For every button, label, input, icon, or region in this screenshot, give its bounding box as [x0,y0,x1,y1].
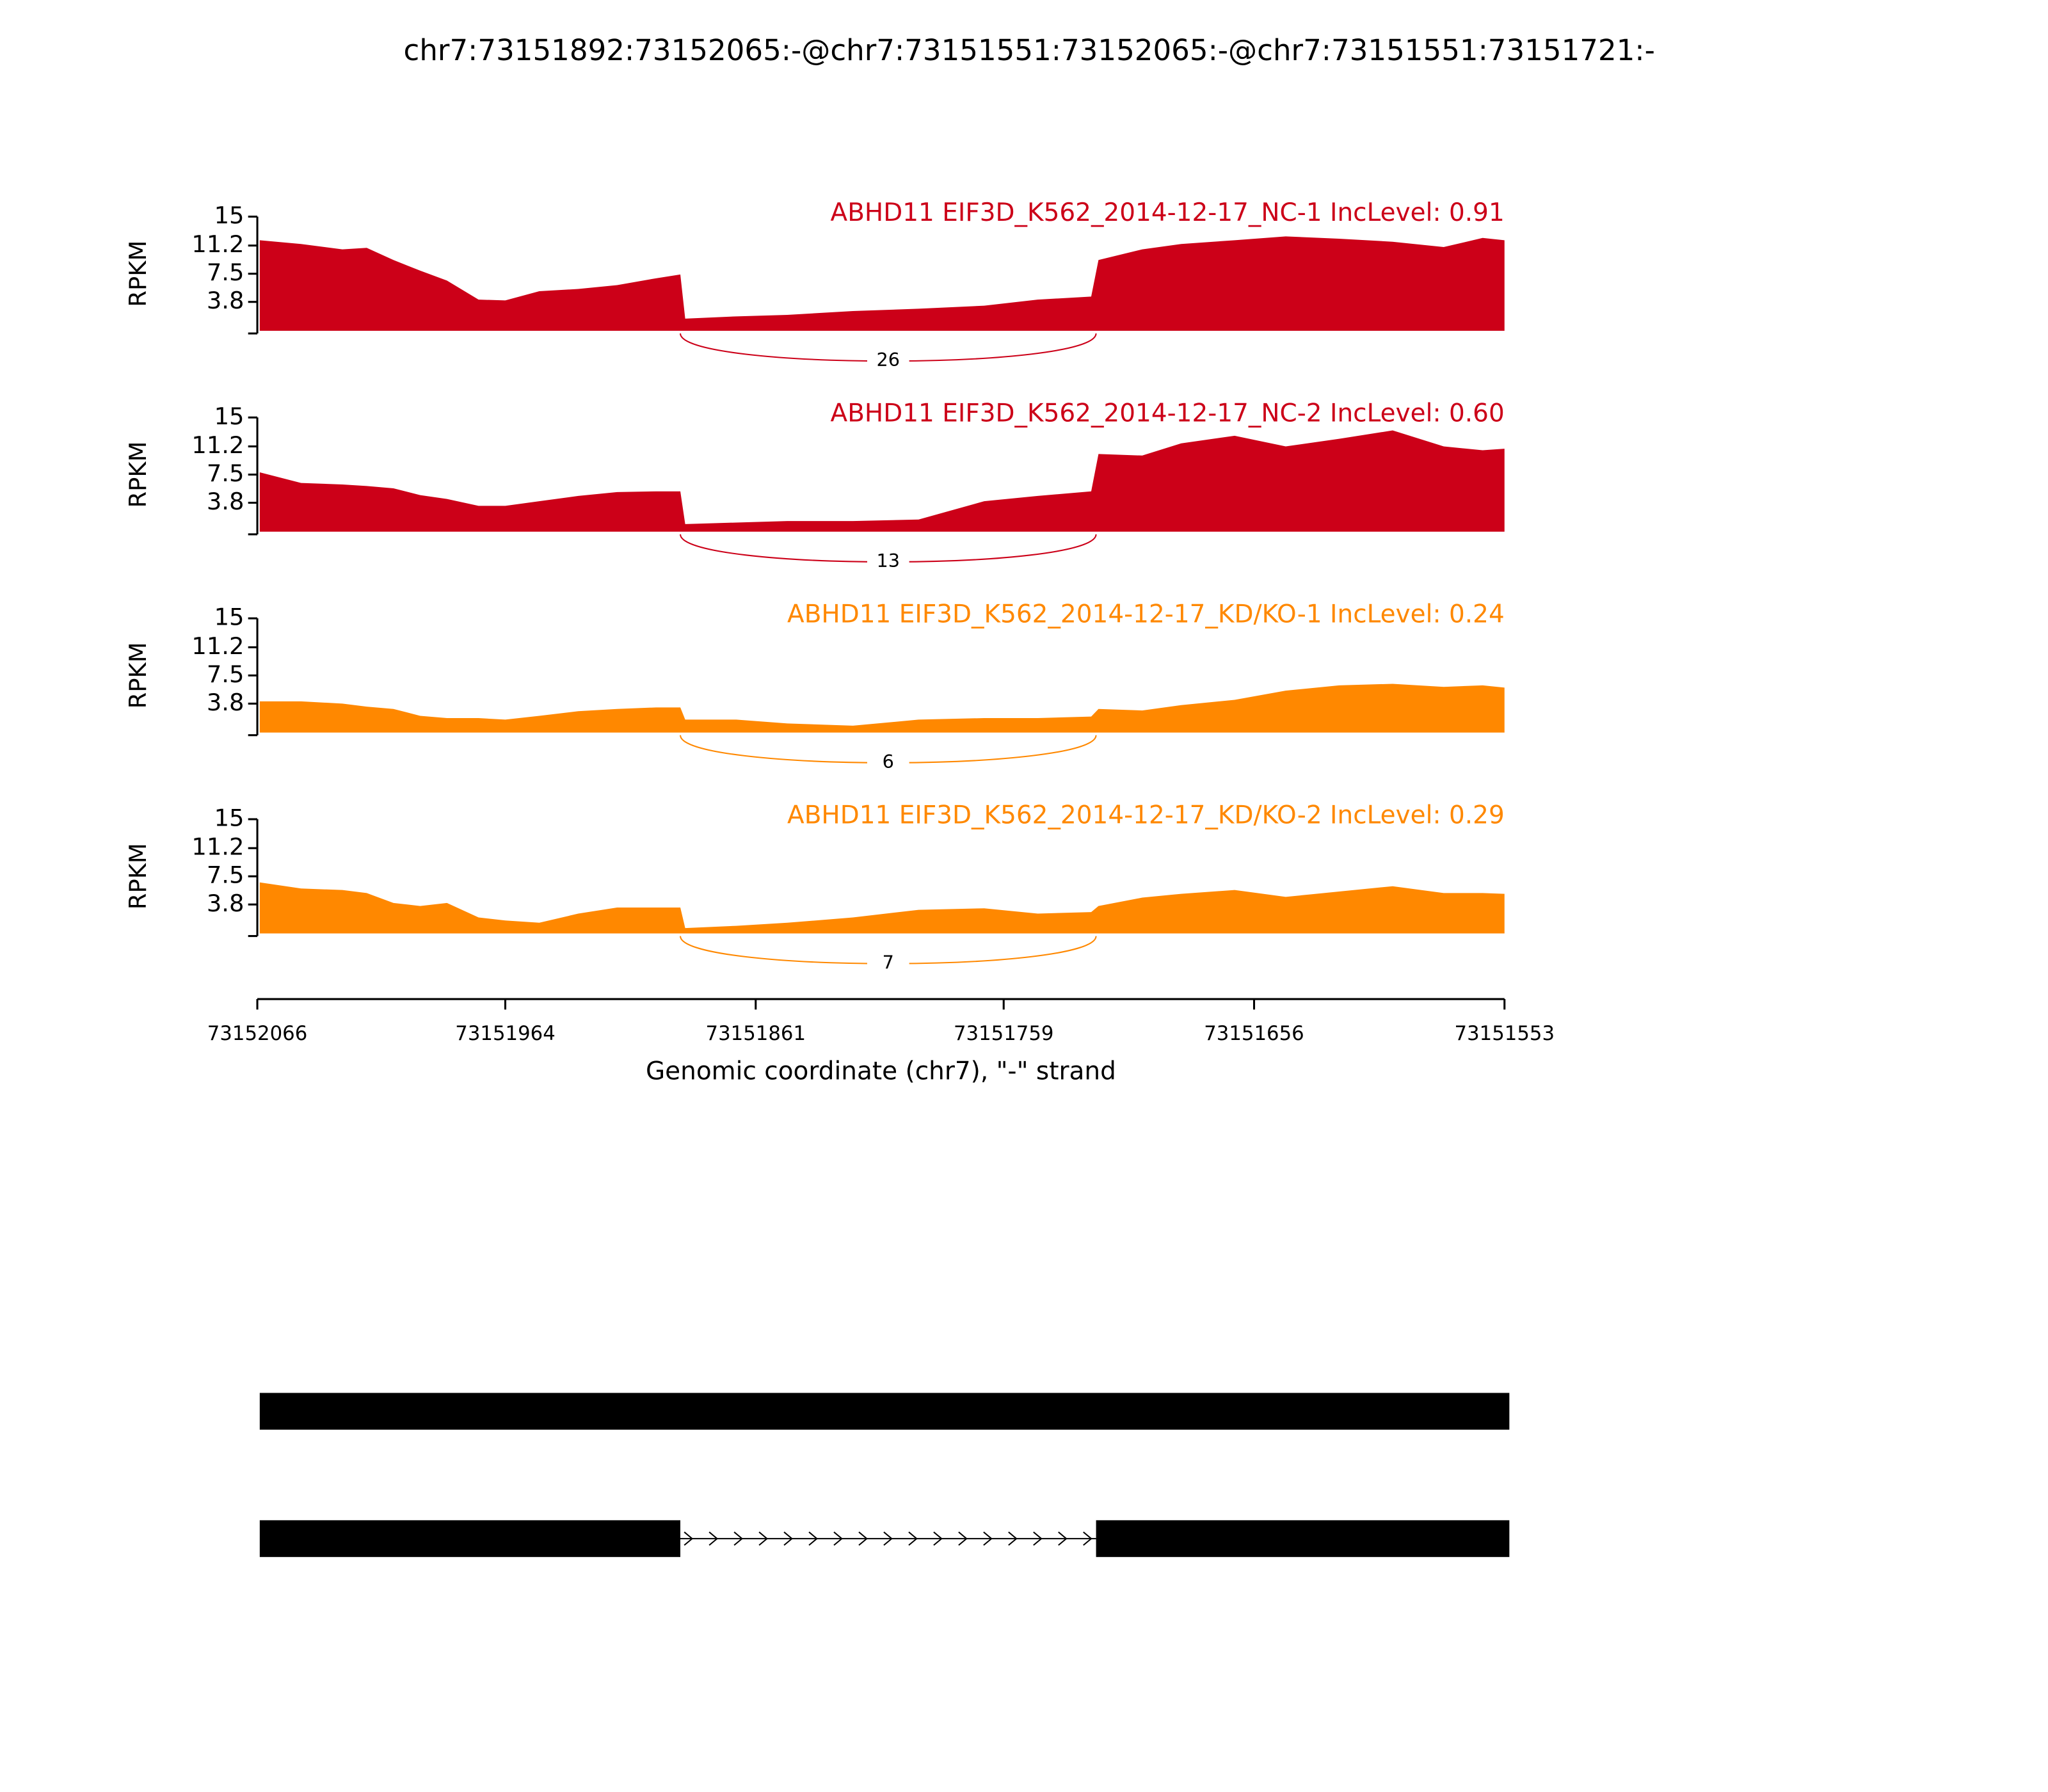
y-tick-label: 11.2 [191,431,244,459]
intron-chevron [733,1532,744,1546]
y-tick-label: 15 [214,202,244,229]
exon [1096,1520,1510,1557]
junction-count: 26 [877,349,900,371]
intron-chevron [758,1532,769,1546]
y-tick-label: 7.5 [207,660,244,688]
intron-chevron [708,1532,719,1546]
y-tick-label: 3.8 [207,689,244,716]
intron-chevron [1033,1532,1043,1546]
intron-chevron [883,1532,893,1546]
panel-title: ABHD11 EIF3D_K562_2014-12-17_KD/KO-1 Inc… [787,600,1505,629]
intron-chevron [933,1532,943,1546]
y-tick-label: 15 [214,403,244,430]
y-tick-label: 11.2 [191,230,244,258]
panel-title: ABHD11 EIF3D_K562_2014-12-17_NC-1 IncLev… [831,198,1505,227]
exon [259,1393,1510,1430]
intron-chevron [808,1532,818,1546]
coverage-area [259,430,1505,532]
junction-count: 6 [883,751,894,772]
junction-label-bg [867,548,909,574]
x-tick-label: 73151964 [455,1022,556,1045]
x-axis-label: Genomic coordinate (chr7), "-" strand [646,1057,1116,1085]
panel-title: ABHD11 EIF3D_K562_2014-12-17_KD/KO-2 Inc… [787,801,1505,829]
intron-chevron [783,1532,793,1546]
intron-chevron [983,1532,993,1546]
y-tick-label: 7.5 [207,460,244,487]
y-axis-label: RPKM [124,241,152,307]
y-tick-label: 15 [214,804,244,832]
junction-label-bg [867,749,909,775]
exon [259,1520,681,1557]
junction-count: 7 [883,952,894,973]
intron-chevron [1058,1532,1068,1546]
figure-title: chr7:73151892:73152065:-@chr7:73151551:7… [404,33,1655,67]
y-tick-label: 11.2 [191,632,244,660]
x-tick-label: 73151656 [1204,1022,1304,1045]
y-tick-label: 3.8 [207,287,244,314]
intron-chevron [908,1532,918,1546]
panel-title: ABHD11 EIF3D_K562_2014-12-17_NC-2 IncLev… [831,399,1505,428]
intron-chevron [1008,1532,1018,1546]
junction-label-bg [867,348,909,373]
y-tick-label: 15 [214,604,244,631]
coverage-area [259,882,1505,934]
intron-chevron [833,1532,843,1546]
y-tick-label: 3.8 [207,488,244,515]
junction-count: 13 [877,550,900,572]
junction-label-bg [867,950,909,976]
y-tick-label: 7.5 [207,259,244,286]
coverage-area [259,236,1505,331]
y-axis-label: RPKM [124,442,152,508]
intron-chevron [1083,1532,1092,1546]
x-tick-label: 73151553 [1455,1022,1555,1045]
x-tick-label: 73151861 [706,1022,806,1045]
y-tick-label: 7.5 [207,861,244,889]
coverage-area [259,684,1505,733]
y-axis-label: RPKM [124,642,152,708]
y-tick-label: 3.8 [207,890,244,917]
y-axis-label: RPKM [124,843,152,909]
y-tick-label: 11.2 [191,833,244,861]
intron-chevron [684,1532,694,1546]
intron-chevron [958,1532,968,1546]
intron-chevron [858,1532,868,1546]
x-tick-label: 73152066 [207,1022,308,1045]
x-tick-label: 73151759 [954,1022,1054,1045]
